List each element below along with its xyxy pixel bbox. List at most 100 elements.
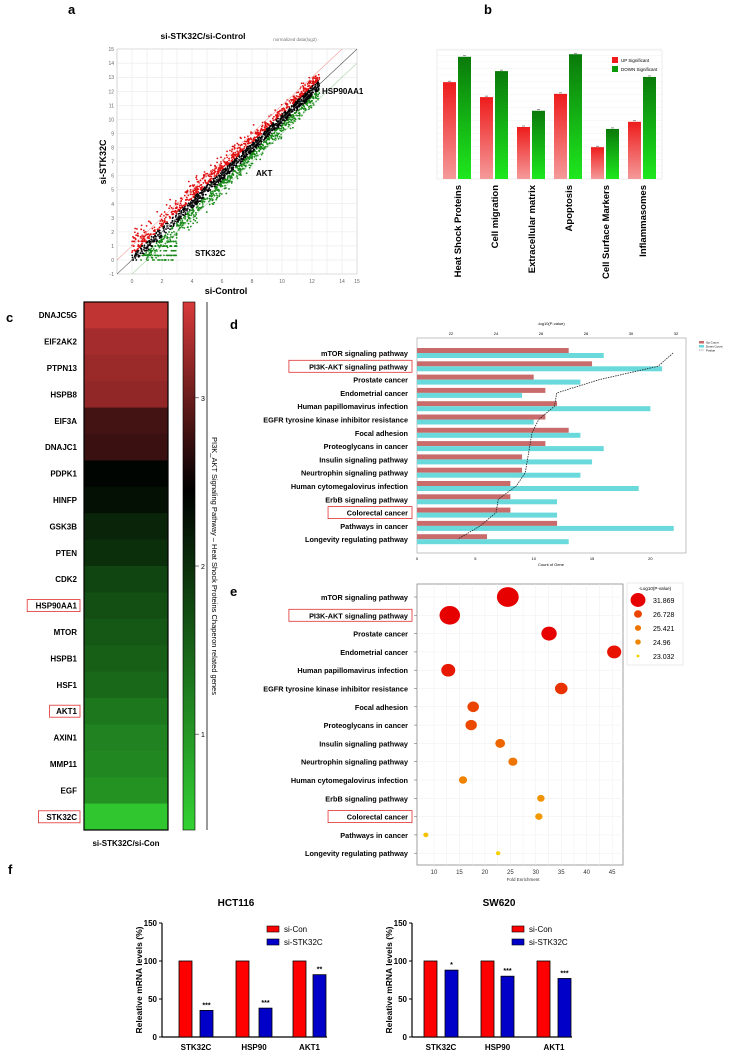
bar-up-count xyxy=(417,534,488,540)
scatter-point xyxy=(283,113,286,116)
scatter-point xyxy=(267,136,270,139)
scatter-point xyxy=(200,192,203,195)
scatter-point xyxy=(281,123,284,126)
scatter-point xyxy=(199,179,202,182)
scatter-point xyxy=(135,259,138,261)
heatmap-cell xyxy=(84,618,168,646)
highlight-box xyxy=(288,359,413,373)
scatter-point xyxy=(243,145,246,148)
scatter-point xyxy=(203,200,206,203)
scatter-point xyxy=(180,215,182,218)
scatter-point xyxy=(153,249,156,252)
scatter-point xyxy=(296,102,299,105)
scatter-point xyxy=(231,162,234,165)
scatter-point xyxy=(206,182,209,184)
scatter-point xyxy=(198,203,201,205)
scatter-point xyxy=(252,149,255,152)
scatter-point xyxy=(183,227,186,229)
gene-label: DNAJC1 xyxy=(45,443,78,452)
scatter-point xyxy=(274,109,277,112)
scatter-point xyxy=(145,254,148,257)
scatter-point xyxy=(170,259,173,261)
scatter-point xyxy=(306,98,308,101)
scatter-point xyxy=(199,188,202,191)
scatter-point xyxy=(249,144,252,147)
scatter-point xyxy=(196,205,199,208)
scatter-point xyxy=(161,259,164,261)
scatter-point xyxy=(157,259,159,261)
scatter-point xyxy=(172,225,175,227)
scatter-point xyxy=(203,174,206,177)
bubble xyxy=(508,757,518,766)
scatter-point xyxy=(228,187,230,190)
scatter-point xyxy=(179,224,182,226)
scatter-point xyxy=(163,230,166,233)
scatter-point xyxy=(175,233,178,235)
scatter-point xyxy=(175,242,178,245)
scatter-point xyxy=(250,153,253,156)
scatter-point xyxy=(149,248,152,251)
bar-up-count xyxy=(417,481,511,486)
scatter-point xyxy=(168,207,171,210)
scatter-point xyxy=(169,205,172,207)
scatter-point xyxy=(296,114,299,117)
scatter-point xyxy=(161,235,164,238)
scatter-point xyxy=(306,85,309,88)
scatter-point xyxy=(137,255,140,258)
gene-label: EGF xyxy=(61,786,78,795)
scatter-point xyxy=(237,154,239,157)
scatter-point xyxy=(202,198,205,201)
scatter-point xyxy=(289,127,292,130)
scatter-point xyxy=(277,112,280,115)
scatter-point xyxy=(268,138,271,141)
scatter-point xyxy=(292,95,295,98)
scatter-point xyxy=(145,240,147,243)
scatter-point xyxy=(200,206,203,209)
scatter-point xyxy=(196,199,198,202)
panel-e-bubble-chart: mTOR signaling pathway PI3K-AKT signaling… xyxy=(263,582,684,882)
scatter-point xyxy=(157,241,160,243)
scatter-point xyxy=(243,147,245,150)
heatmap-cell xyxy=(84,539,168,567)
scatter-point xyxy=(286,121,288,124)
bar-down xyxy=(606,128,619,179)
scatter-point xyxy=(211,190,214,193)
legend-swatch xyxy=(266,938,280,946)
bubble xyxy=(607,645,622,659)
legend-label: DOWN Significant xyxy=(621,67,658,72)
scatter-point xyxy=(314,93,316,96)
scatter-point xyxy=(239,167,241,170)
x2-axis-label: -log10(P-value) xyxy=(537,321,565,326)
scatter-point xyxy=(195,174,198,177)
scatter-point xyxy=(215,197,218,199)
scatter-point xyxy=(195,178,198,181)
pathway-label: Prostate cancer xyxy=(353,376,408,385)
scatter-point xyxy=(200,197,203,200)
gene-label: EIF3A xyxy=(54,417,77,426)
scatter-point xyxy=(314,90,317,93)
scatter-point xyxy=(160,224,162,227)
scatter-point xyxy=(215,174,218,177)
scatter-point xyxy=(240,168,243,171)
scatter-point xyxy=(151,259,154,261)
pathway-label: Neurtrophin signaling pathway xyxy=(301,758,409,767)
scatter-point xyxy=(161,240,164,243)
scatter-point xyxy=(263,132,266,135)
scatter-point xyxy=(149,251,152,253)
scatter-point xyxy=(136,232,139,235)
y-tick-label: 100 xyxy=(144,957,158,966)
pathway-label: Colorectal cancer xyxy=(347,813,408,822)
scatter-point xyxy=(316,95,319,98)
scatter-point xyxy=(187,222,190,225)
scatter-point xyxy=(141,238,144,241)
bar-down-count xyxy=(417,512,558,518)
scatter-point xyxy=(306,88,309,91)
scatter-point xyxy=(244,142,247,145)
pathway-label: Endometrial cancer xyxy=(340,389,408,398)
scatter-point xyxy=(251,155,254,158)
scatter-point xyxy=(302,89,305,92)
scatter-point xyxy=(184,218,187,220)
scatter-point xyxy=(223,179,226,181)
scatter-point xyxy=(247,145,249,148)
scatter-point xyxy=(210,177,212,180)
